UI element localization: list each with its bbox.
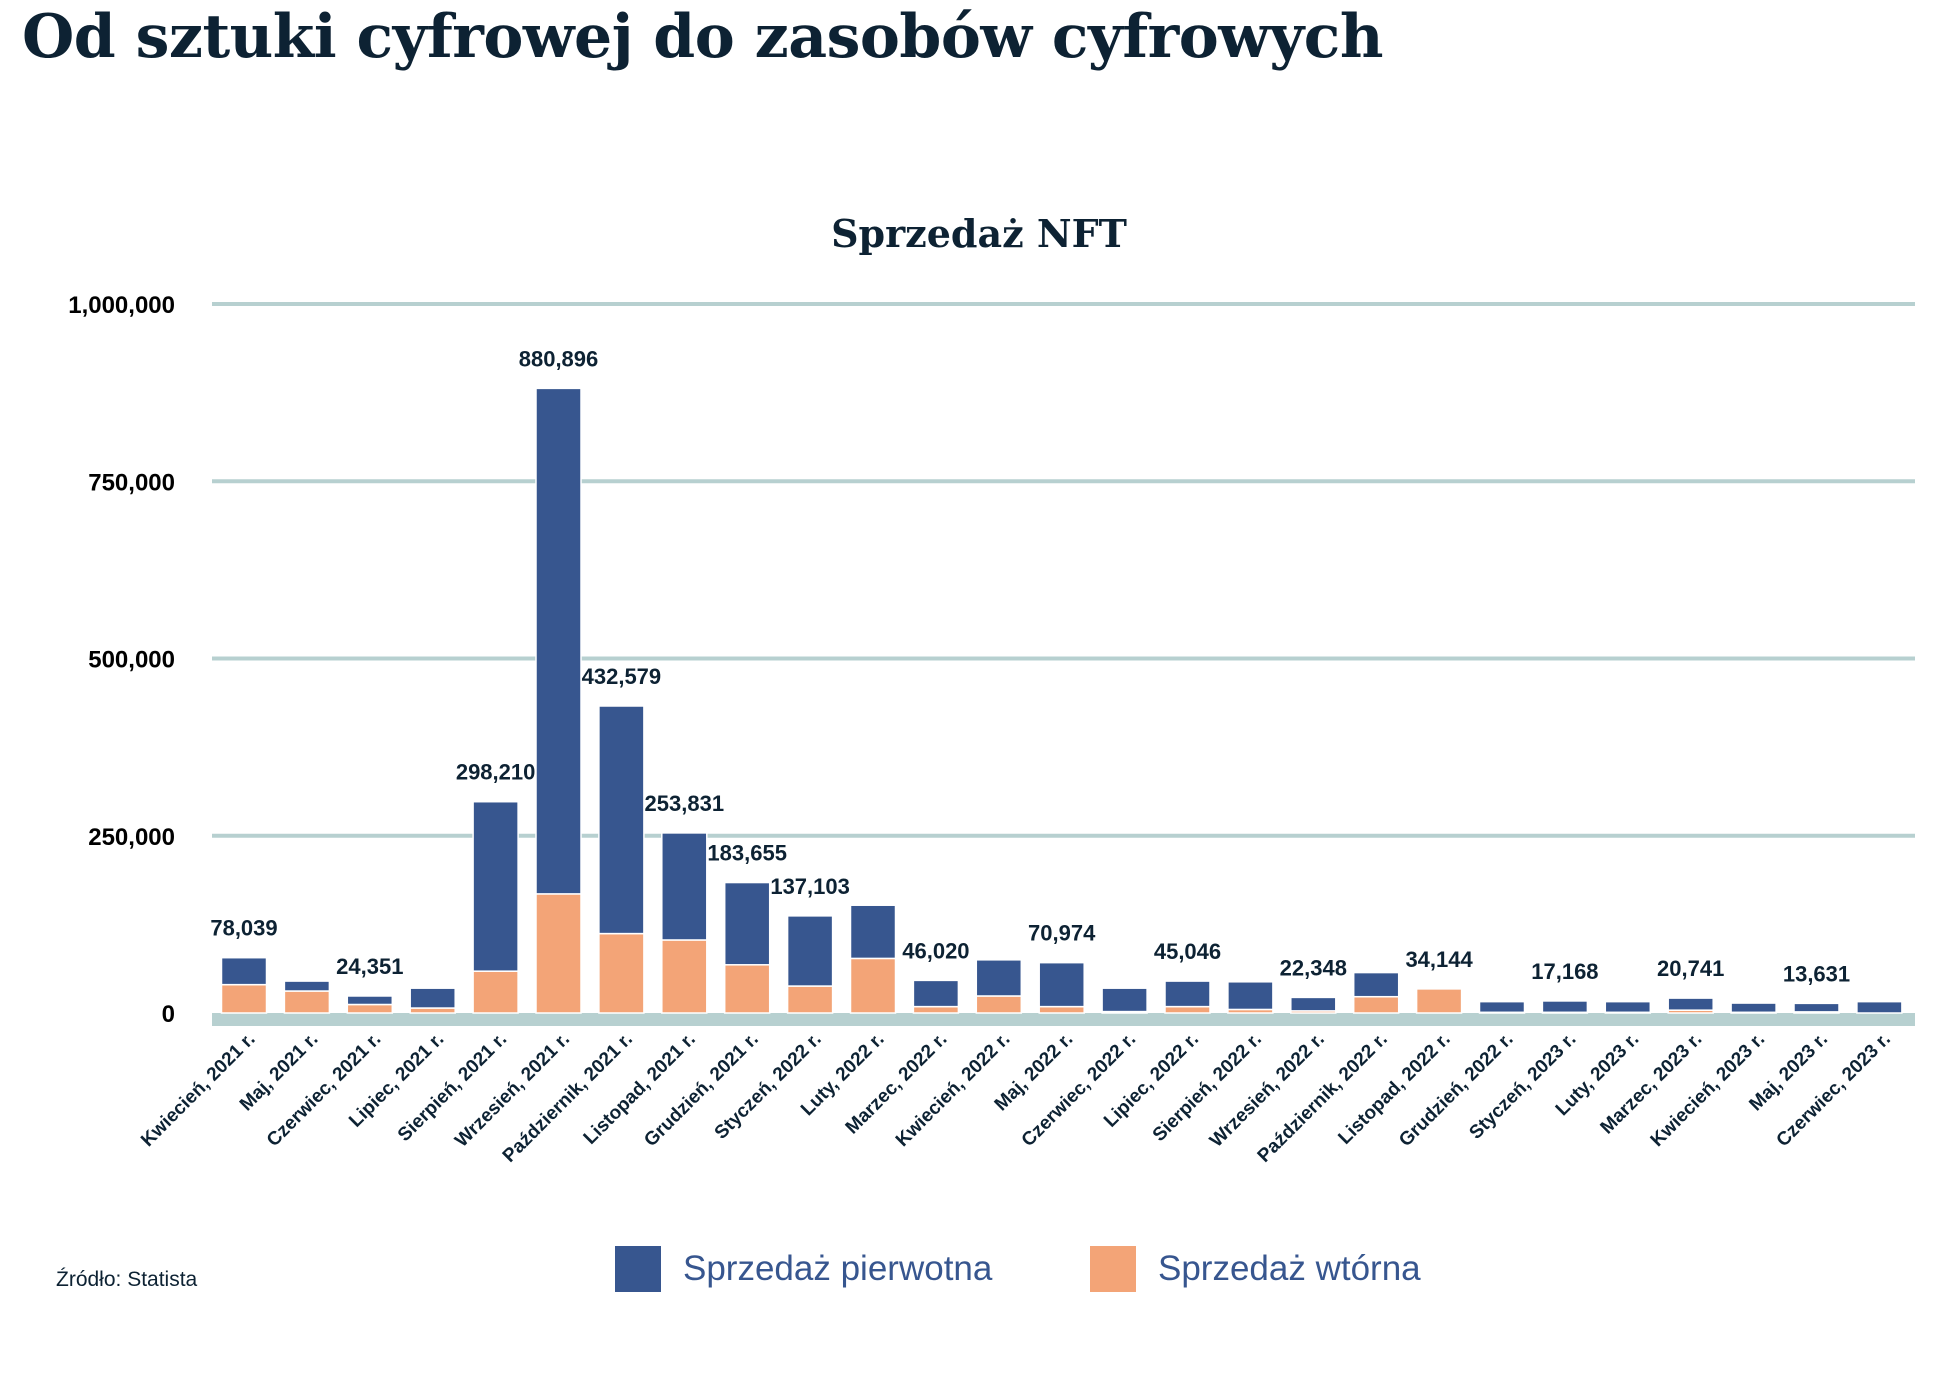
bar-secondary bbox=[346, 1003, 394, 1014]
bar-primary bbox=[409, 987, 456, 1009]
x-tick-label: Czerwiec, 2021 r. bbox=[263, 1029, 385, 1151]
x-tick-label: Sierpień, 2022 r. bbox=[1149, 1029, 1266, 1146]
bar-secondary bbox=[723, 964, 771, 1014]
bar-primary bbox=[1478, 1000, 1526, 1014]
bar-secondary bbox=[912, 1005, 960, 1014]
bar-primary bbox=[1227, 981, 1274, 1011]
x-tick-label: Styczeń, 2022 r. bbox=[711, 1029, 826, 1144]
y-tick-label: 1,000,000 bbox=[68, 292, 175, 319]
y-tick-label: 0 bbox=[162, 1001, 175, 1028]
x-tick-label: Sierpień, 2021 r. bbox=[394, 1029, 511, 1146]
x-tick-label: Grudzień, 2021 r. bbox=[640, 1029, 762, 1151]
x-tick-label: Grudzień, 2022 r. bbox=[1395, 1029, 1517, 1151]
bar-primary bbox=[1856, 1000, 1903, 1014]
data-label: 22,348 bbox=[1280, 955, 1347, 980]
bar-secondary bbox=[975, 995, 1023, 1014]
bar-primary bbox=[535, 387, 582, 895]
data-label: 298,210 bbox=[456, 760, 536, 785]
bar-secondary bbox=[786, 985, 834, 1014]
bar-primary bbox=[598, 705, 645, 935]
bar-primary bbox=[346, 995, 394, 1006]
data-label: 137,103 bbox=[770, 874, 850, 899]
bar-primary bbox=[661, 832, 708, 941]
legend-label-primary: Sprzedaż pierwotna bbox=[683, 1249, 993, 1288]
data-label: 24,351 bbox=[336, 954, 403, 979]
bar-secondary bbox=[472, 970, 519, 1014]
bar-secondary bbox=[1415, 988, 1463, 1014]
bar-secondary bbox=[283, 990, 331, 1014]
bar-primary bbox=[472, 800, 519, 972]
x-axis-band bbox=[212, 1013, 1915, 1026]
bar-secondary bbox=[1352, 995, 1400, 1014]
bar-primary bbox=[1290, 996, 1337, 1012]
bar-secondary bbox=[1164, 1005, 1211, 1014]
bar-secondary bbox=[1038, 1005, 1085, 1014]
bar-primary bbox=[723, 881, 771, 966]
bar-primary bbox=[1352, 971, 1400, 998]
bar-secondary bbox=[849, 957, 897, 1014]
x-tick-label: Styczeń, 2023 r. bbox=[1465, 1029, 1580, 1144]
legend-swatch-secondary bbox=[1090, 1246, 1136, 1292]
bar-primary bbox=[220, 956, 268, 986]
bar-primary bbox=[1541, 1000, 1589, 1014]
x-tick-label: Kwiecień, 2022 r. bbox=[892, 1029, 1014, 1151]
data-label: 70,974 bbox=[1028, 921, 1096, 946]
data-label: 183,655 bbox=[707, 841, 787, 866]
bar-secondary bbox=[598, 932, 645, 1014]
bar-primary bbox=[786, 915, 834, 987]
legend-label-secondary: Sprzedaż wtórna bbox=[1158, 1249, 1421, 1288]
bar-secondary bbox=[535, 893, 582, 1014]
y-tick-label: 750,000 bbox=[88, 469, 175, 496]
data-label: 46,020 bbox=[902, 938, 969, 963]
x-tick-label: Kwiecień, 2023 r. bbox=[1647, 1029, 1769, 1151]
x-tick-label: Listopad, 2022 r. bbox=[1334, 1029, 1454, 1149]
bar-primary bbox=[1793, 1002, 1840, 1013]
legend-item-primary: Sprzedaż pierwotna bbox=[615, 1246, 992, 1292]
data-label: 78,039 bbox=[210, 916, 277, 941]
legend-item-secondary: Sprzedaż wtórna bbox=[1090, 1246, 1421, 1292]
data-label: 253,831 bbox=[645, 791, 725, 816]
bar-primary bbox=[1038, 961, 1085, 1008]
bar-secondary bbox=[220, 983, 268, 1014]
data-label: 17,168 bbox=[1531, 959, 1598, 984]
data-label: 45,046 bbox=[1154, 939, 1221, 964]
bar-primary bbox=[283, 980, 331, 992]
y-tick-label: 250,000 bbox=[88, 824, 175, 851]
chart-title: Sprzedaż NFT bbox=[831, 211, 1127, 256]
x-tick-label: Kwiecień, 2021 r. bbox=[137, 1029, 259, 1151]
bar-primary bbox=[975, 959, 1023, 997]
legend-swatch-primary bbox=[615, 1246, 661, 1292]
bar-primary bbox=[1604, 1000, 1652, 1014]
bar-primary bbox=[849, 904, 897, 960]
bar-primary bbox=[1164, 980, 1211, 1008]
source-note: Źródło: Statista bbox=[56, 1268, 198, 1291]
data-label: 34,144 bbox=[1405, 947, 1473, 972]
y-tick-label: 500,000 bbox=[88, 647, 175, 674]
bar-primary bbox=[1730, 1002, 1777, 1014]
page-title: Od sztuki cyfrowej do zasobów cyfrowych bbox=[22, 2, 1383, 72]
bar-primary bbox=[1667, 997, 1714, 1011]
data-label: 880,896 bbox=[519, 346, 599, 371]
bar-primary bbox=[1101, 987, 1148, 1013]
x-tick-label: Listopad, 2021 r. bbox=[580, 1029, 700, 1149]
data-label: 13,631 bbox=[1783, 961, 1850, 986]
x-tick-label: Wrzesień, 2022 r. bbox=[1206, 1029, 1329, 1152]
bar-primary bbox=[912, 979, 960, 1008]
x-tick-label: Wrzesień, 2021 r. bbox=[451, 1029, 574, 1152]
x-tick-label: Czerwiec, 2022 r. bbox=[1018, 1029, 1140, 1151]
bar-secondary bbox=[661, 939, 708, 1014]
data-label: 20,741 bbox=[1657, 956, 1724, 981]
x-tick-label: Czerwiec, 2023 r. bbox=[1773, 1029, 1895, 1151]
data-label: 432,579 bbox=[582, 664, 662, 689]
